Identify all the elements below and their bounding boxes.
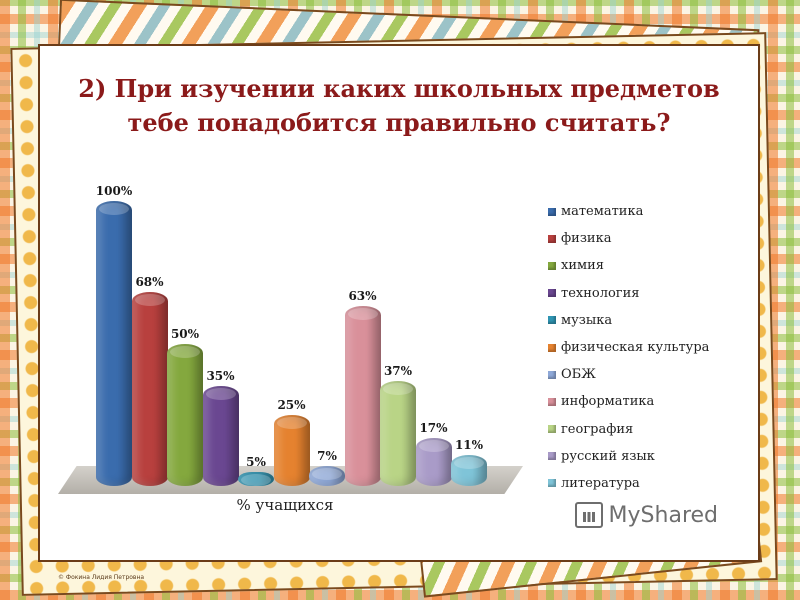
bar-0 [96, 201, 132, 486]
title-line-1: 2) При изучении каких школьных предметов [78, 74, 720, 103]
legend-label: технология [561, 285, 640, 301]
legend-swatch-icon [548, 425, 556, 434]
bar-1 [131, 292, 168, 486]
watermark-text: MyShared [608, 502, 718, 528]
legend-label: ОБЖ [561, 367, 596, 383]
legend-item: физическая культура [548, 334, 709, 361]
legend-item: русский язык [548, 443, 709, 470]
bar-value-label: 11% [454, 437, 484, 452]
legend-swatch-icon [548, 261, 556, 270]
legend-item: химия [548, 252, 709, 279]
legend-item: математика [548, 198, 709, 225]
legend-label: музыка [561, 312, 613, 328]
legend-swatch-icon [548, 289, 556, 298]
bar-value-label: 7% [317, 449, 337, 464]
bar-4 [238, 471, 274, 486]
bar-5 [273, 414, 310, 486]
myshared-watermark: MyShared [574, 502, 718, 528]
bar-value-label: 100% [95, 184, 133, 198]
legend-label: физическая культура [561, 340, 710, 356]
presentation-icon [574, 502, 603, 528]
bar-chart: % учащихся 100% 68% 50% 35% 5% 25% 7% 63% 37% 17%… [40, 46, 758, 560]
legend-swatch-icon [548, 343, 556, 352]
legend-label: литература [561, 475, 640, 491]
bar-3 [202, 386, 239, 486]
legend-label: русский язык [561, 448, 655, 464]
legend-item: ОБЖ [548, 361, 709, 388]
author-credit: © Фокина Лидия Петровна [58, 574, 145, 581]
title-line-2: тебе понадобится правильно считать? [127, 108, 671, 137]
legend-item: технология [548, 280, 709, 307]
bar-value-label: 5% [246, 454, 266, 469]
legend-label: физика [561, 231, 612, 247]
legend-swatch-icon [548, 479, 556, 488]
legend-item: физика [548, 225, 709, 252]
legend-swatch-icon [548, 316, 556, 325]
bar-2 [167, 343, 203, 486]
chart-legend: математика физика химия технология музыка физ… [548, 198, 709, 497]
legend-label: информатика [561, 394, 655, 410]
legend-swatch-icon [548, 452, 556, 461]
bar-value-label: 50% [170, 326, 200, 341]
bar-7 [344, 306, 381, 486]
legend-item: информатика [548, 388, 709, 415]
legend-swatch-icon [548, 234, 556, 243]
bar-value-label: 25% [277, 397, 306, 412]
bar-9 [415, 437, 452, 486]
slide-card: 2) При изучении каких школьных предметов… [38, 44, 760, 562]
bar-6 [309, 466, 345, 486]
legend-swatch-icon [548, 397, 556, 406]
slide-title: 2) При изучении каких школьных предметов… [40, 72, 758, 140]
legend-label: математика [561, 204, 644, 220]
legend-item: литература [548, 470, 709, 497]
bar-8 [380, 380, 416, 486]
legend-label: химия [561, 258, 604, 274]
legend-swatch-icon [548, 207, 556, 216]
x-axis-label: % учащихся [236, 496, 334, 514]
legend-item: география [548, 416, 709, 443]
bar-value-label: 17% [419, 420, 448, 435]
legend-swatch-icon [548, 370, 556, 379]
bar-value-label: 63% [348, 289, 377, 304]
bar-value-label: 68% [135, 275, 164, 290]
bar-10 [451, 454, 487, 486]
legend-label: география [561, 421, 634, 437]
bar-value-label: 35% [206, 369, 235, 384]
legend-item: музыка [548, 307, 709, 334]
bar-value-label: 37% [383, 363, 413, 378]
